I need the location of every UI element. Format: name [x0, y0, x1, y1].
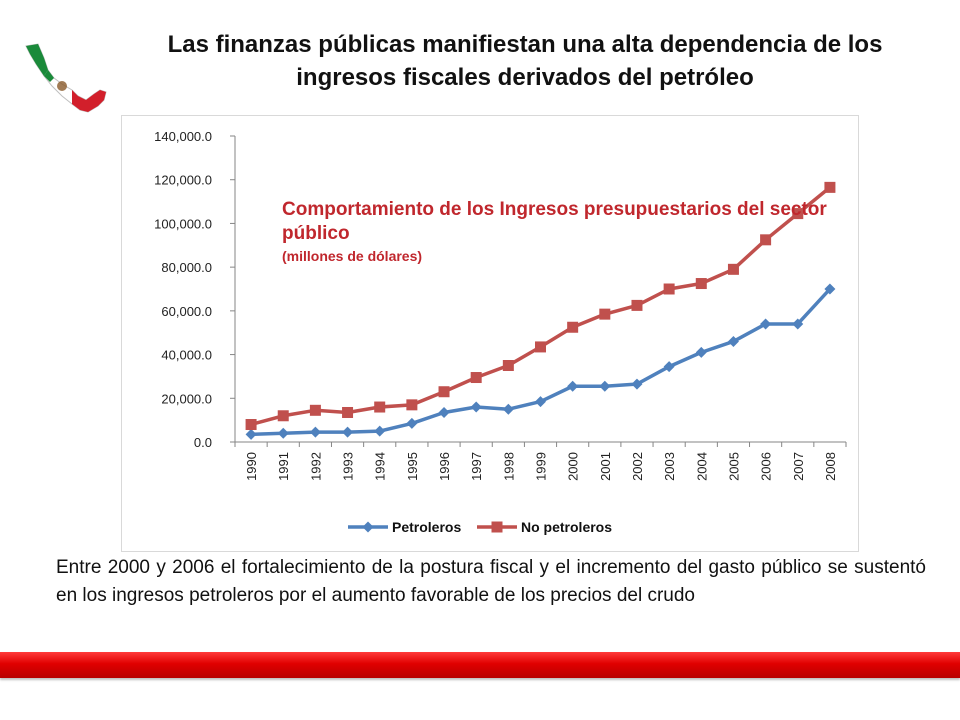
chart-container: 0.0 20,000.0 40,000.0 60,000.0 80,000.0 100,0… — [121, 115, 859, 552]
x-tick-label: 2000 — [566, 452, 581, 481]
footer-red-bar — [0, 652, 960, 678]
data-point — [374, 401, 386, 413]
data-point — [535, 396, 546, 408]
x-tick-label: 1991 — [276, 452, 291, 481]
data-point — [374, 425, 386, 437]
x-tick-label: 2005 — [726, 452, 741, 481]
y-tick-label: 100,000.0 — [154, 216, 212, 231]
data-point — [470, 372, 482, 384]
y-tick-label: 140,000.0 — [154, 129, 212, 144]
y-tick-label: 40,000.0 — [161, 348, 212, 363]
chart-title: Comportamiento de los Ingresos presupues… — [282, 199, 827, 244]
x-tick-label: 1995 — [405, 452, 420, 481]
x-tick-label: 2002 — [630, 452, 645, 481]
x-tick-label: 1993 — [341, 452, 356, 481]
data-point — [631, 299, 643, 311]
x-tick-label: 2008 — [823, 452, 838, 481]
line-chart: 0.0 20,000.0 40,000.0 60,000.0 80,000.0 100,0… — [154, 129, 847, 535]
data-point — [406, 399, 418, 411]
x-tick-label: 2004 — [694, 452, 709, 481]
data-point — [342, 406, 354, 418]
data-point — [535, 341, 546, 353]
y-tick-label: 0.0 — [194, 435, 212, 450]
x-tick-label: 1994 — [373, 452, 388, 481]
data-point — [760, 234, 772, 246]
chart-title-block: Comportamiento de los Ingresos presupues… — [282, 198, 858, 266]
x-tick-label: 1997 — [469, 452, 484, 481]
data-point — [599, 308, 611, 320]
legend-marker — [491, 521, 503, 533]
data-point — [599, 380, 611, 392]
data-point — [663, 283, 675, 295]
data-point — [438, 386, 450, 398]
data-point — [567, 321, 579, 333]
data-point — [824, 181, 836, 193]
legend-marker — [362, 521, 374, 533]
data-point — [438, 406, 450, 418]
data-point — [727, 263, 739, 275]
chart-subtitle: (millones de dólares) — [282, 248, 423, 264]
data-point — [502, 403, 514, 415]
mexico-map-flag-icon — [25, 43, 107, 113]
y-tick-label: 20,000.0 — [161, 391, 212, 406]
data-point — [502, 360, 514, 371]
x-tick-label: 1998 — [501, 452, 516, 481]
y-tick-label: 60,000.0 — [161, 304, 212, 319]
x-tick-label: 1999 — [534, 452, 549, 481]
data-point — [727, 335, 739, 347]
data-point — [309, 404, 321, 416]
legend-label: No petroleros — [521, 519, 612, 535]
x-tick-label: 1992 — [308, 452, 323, 481]
x-tick-label: 1996 — [437, 452, 452, 481]
data-point — [695, 278, 707, 290]
data-point — [245, 428, 257, 440]
x-tick-label: 2007 — [791, 452, 806, 481]
data-point — [824, 283, 836, 295]
y-tick-label: 120,000.0 — [154, 173, 212, 188]
data-point — [631, 378, 643, 390]
x-tick-label: 2001 — [598, 452, 613, 481]
data-point — [792, 318, 804, 330]
data-point — [663, 361, 675, 373]
y-tick-label: 80,000.0 — [161, 260, 212, 275]
data-point — [277, 427, 289, 439]
x-tick-label: 2003 — [662, 452, 677, 481]
x-tick-label: 1990 — [244, 452, 259, 481]
data-point — [567, 380, 579, 392]
data-point — [309, 426, 321, 438]
data-point — [470, 401, 482, 413]
data-point — [695, 346, 707, 358]
data-point — [245, 419, 257, 431]
x-tick-label: 2006 — [759, 452, 774, 481]
data-point — [792, 208, 804, 220]
data-point — [760, 318, 772, 330]
data-point — [277, 410, 289, 422]
slide-title: Las finanzas públicas manifiestan una al… — [167, 31, 883, 91]
data-point — [406, 417, 418, 429]
data-point — [342, 426, 354, 438]
body-paragraph: Entre 2000 y 2006 el fortalecimiento de … — [56, 557, 926, 606]
legend-label: Petroleros — [392, 519, 461, 535]
